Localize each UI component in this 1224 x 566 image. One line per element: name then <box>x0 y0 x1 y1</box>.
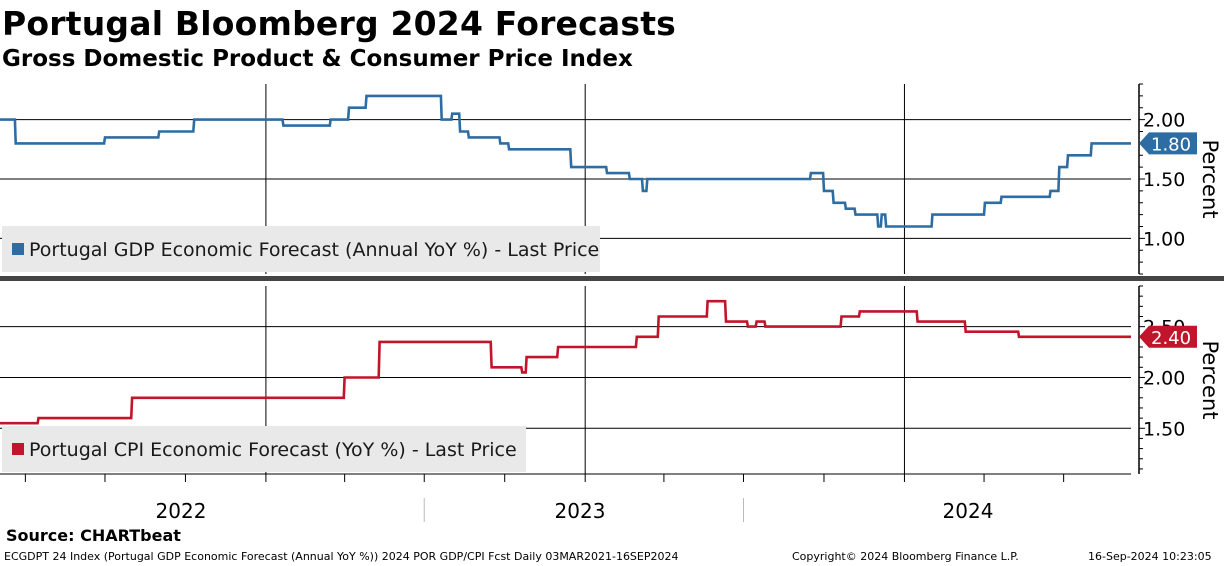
panel-divider-bar <box>0 276 1224 281</box>
x-year-label: 2023 <box>555 499 606 523</box>
footer-copyright: Copyright© 2024 Bloomberg Finance L.P. <box>792 550 1019 563</box>
last-value-label: 2.40 <box>1151 328 1191 349</box>
last-value-badge <box>1139 325 1197 348</box>
legend-box <box>2 226 600 272</box>
legend-label: Portugal CPI Economic Forecast (YoY %) -… <box>29 439 517 461</box>
series-line-gdp <box>0 94 1131 228</box>
x-year-label: 2022 <box>156 499 207 523</box>
series-line-cpi <box>0 299 1131 425</box>
legend-layer: Portugal GDP Economic Forecast (Annual Y… <box>2 226 600 472</box>
footer-timestamp: 16-Sep-2024 10:23:05 <box>1088 550 1212 563</box>
panel-divider <box>0 276 1224 281</box>
legend-swatch <box>12 443 24 455</box>
y-tick-label: 1.50 <box>1143 418 1185 440</box>
y-tick-label: 1.50 <box>1143 169 1185 191</box>
axis-layer: 2.001.501.00Percent1.802.502.001.50Perce… <box>0 83 1222 523</box>
page-subtitle: Gross Domestic Product & Consumer Price … <box>2 46 633 72</box>
x-year-label: 2024 <box>943 499 994 523</box>
y-axis-title: Percent <box>1198 340 1222 419</box>
y-tick-label: 2.00 <box>1143 367 1185 389</box>
y-axis-title: Percent <box>1198 139 1222 218</box>
legend-label: Portugal GDP Economic Forecast (Annual Y… <box>29 239 599 261</box>
legend-box <box>2 426 526 472</box>
series-layer <box>0 94 1131 425</box>
y-tick-label: 2.00 <box>1143 110 1185 132</box>
last-value-label: 1.80 <box>1151 134 1191 155</box>
page-title: Portugal Bloomberg 2024 Forecasts <box>2 4 677 43</box>
footer-index-info: ECGDPT 24 Index (Portugal GDP Economic F… <box>4 550 679 563</box>
last-value-badge <box>1139 132 1197 155</box>
legend-swatch <box>12 243 24 255</box>
y-tick-label: 1.00 <box>1143 228 1185 250</box>
source-note: Source: CHARTbeat <box>6 526 181 545</box>
